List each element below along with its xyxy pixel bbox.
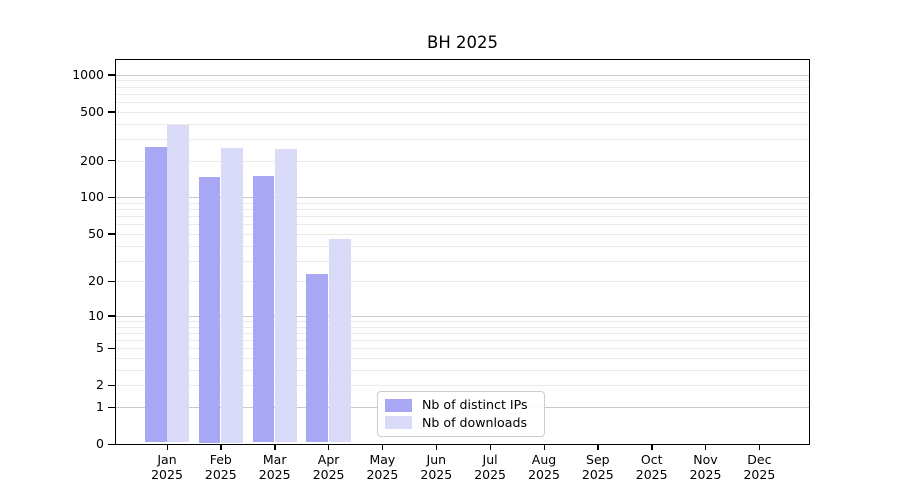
plot-area	[115, 59, 810, 445]
gridline-major	[116, 315, 809, 317]
x-tick-label: Sep 2025	[581, 452, 614, 482]
y-tick-label: 5	[96, 340, 104, 356]
gridline-minor	[116, 348, 809, 350]
x-tick-label: Dec 2025	[743, 452, 776, 482]
gridline-minor	[116, 203, 809, 204]
x-tick-label: Nov 2025	[689, 452, 722, 482]
bar-distinct-ips	[144, 146, 167, 443]
gridline-minor	[116, 139, 809, 140]
y-tick-mark	[108, 111, 115, 113]
x-tick-mark	[274, 445, 276, 450]
y-tick-label: 20	[88, 273, 104, 289]
y-tick-mark	[108, 384, 115, 387]
x-tick-label: Mar 2025	[258, 452, 291, 482]
y-tick-mark	[108, 406, 115, 408]
gridline-major	[116, 197, 809, 199]
x-tick-label: Jul 2025	[474, 452, 506, 482]
legend-item-downloads: Nb of downloads	[385, 414, 537, 430]
gridline-minor	[116, 260, 809, 262]
x-tick-mark	[328, 445, 330, 450]
x-tick-label: Aug 2025	[528, 452, 560, 482]
x-tick-label: Feb 2025	[204, 452, 237, 482]
bar-downloads	[329, 239, 351, 443]
gridline-minor	[116, 93, 809, 95]
y-tick-label: 1000	[72, 66, 104, 82]
gridline-minor	[116, 326, 809, 328]
legend-label-downloads: Nb of downloads	[422, 414, 528, 430]
y-tick-label: 50	[88, 225, 104, 241]
gridline-minor	[116, 80, 809, 82]
gridline-minor	[116, 224, 809, 226]
legend-label-distinct-ips: Nb of distinct IPs	[422, 397, 528, 413]
y-tick-mark	[108, 347, 115, 350]
gridline-minor	[116, 385, 809, 387]
gridline-minor	[116, 216, 809, 218]
legend-item-distinct-ips: Nb of distinct IPs	[385, 398, 537, 412]
x-tick-mark	[758, 445, 761, 450]
gridline-minor	[116, 340, 809, 341]
chart-title: BH 2025	[427, 33, 498, 52]
x-tick-label: May 2025	[366, 452, 399, 482]
gridline-major	[116, 74, 809, 76]
x-tick-mark	[220, 445, 222, 450]
x-tick-label: Apr 2025	[312, 452, 345, 482]
legend: Nb of distinct IPs Nb of downloads	[377, 391, 545, 437]
legend-swatch-downloads	[385, 416, 412, 430]
gridline-minor	[116, 160, 809, 162]
gridline-minor	[116, 209, 809, 211]
bar-distinct-ips	[252, 175, 275, 443]
y-tick-label: 2	[96, 377, 104, 393]
bar-downloads	[275, 149, 297, 443]
gridline-minor	[116, 102, 809, 104]
gridline-minor	[116, 332, 809, 334]
y-tick-mark	[108, 160, 115, 162]
y-tick-label: 10	[88, 307, 104, 323]
y-tick-label: 100	[80, 189, 104, 205]
y-tick-label: 0	[96, 436, 104, 451]
gridline-minor	[116, 321, 809, 322]
y-tick-mark	[108, 74, 115, 76]
y-tick-mark	[108, 280, 115, 283]
bar-distinct-ips	[198, 177, 221, 443]
x-tick-mark	[435, 445, 438, 450]
y-tick-mark	[108, 196, 115, 199]
legend-swatch-distinct-ips	[385, 398, 412, 412]
gridline-minor	[116, 111, 809, 113]
gridline-minor	[116, 233, 809, 235]
y-tick-mark	[108, 315, 115, 317]
x-tick-mark	[381, 445, 384, 450]
gridline-minor	[116, 245, 809, 247]
bar-downloads	[221, 147, 244, 443]
gridline-minor	[116, 86, 809, 88]
bar-distinct-ips	[306, 274, 329, 443]
y-tick-mark	[108, 443, 115, 445]
x-tick-mark	[543, 445, 545, 450]
x-tick-label: Oct 2025	[635, 452, 668, 482]
gridline-minor	[116, 369, 809, 371]
gridline-minor	[116, 358, 809, 359]
x-tick-mark	[597, 445, 599, 450]
x-tick-mark	[705, 445, 707, 450]
y-tick-mark	[108, 233, 115, 235]
y-tick-label: 200	[80, 152, 104, 168]
x-tick-mark	[651, 445, 653, 450]
gridline-minor	[116, 123, 809, 125]
gridline-minor	[116, 281, 809, 283]
x-tick-label: Jun 2025	[420, 452, 453, 482]
x-tick-label: Jan 2025	[151, 452, 183, 482]
y-tick-label: 1	[96, 399, 104, 414]
y-tick-label: 500	[80, 103, 104, 119]
bar-downloads	[167, 125, 190, 443]
x-tick-mark	[166, 445, 168, 450]
x-tick-mark	[489, 445, 491, 450]
